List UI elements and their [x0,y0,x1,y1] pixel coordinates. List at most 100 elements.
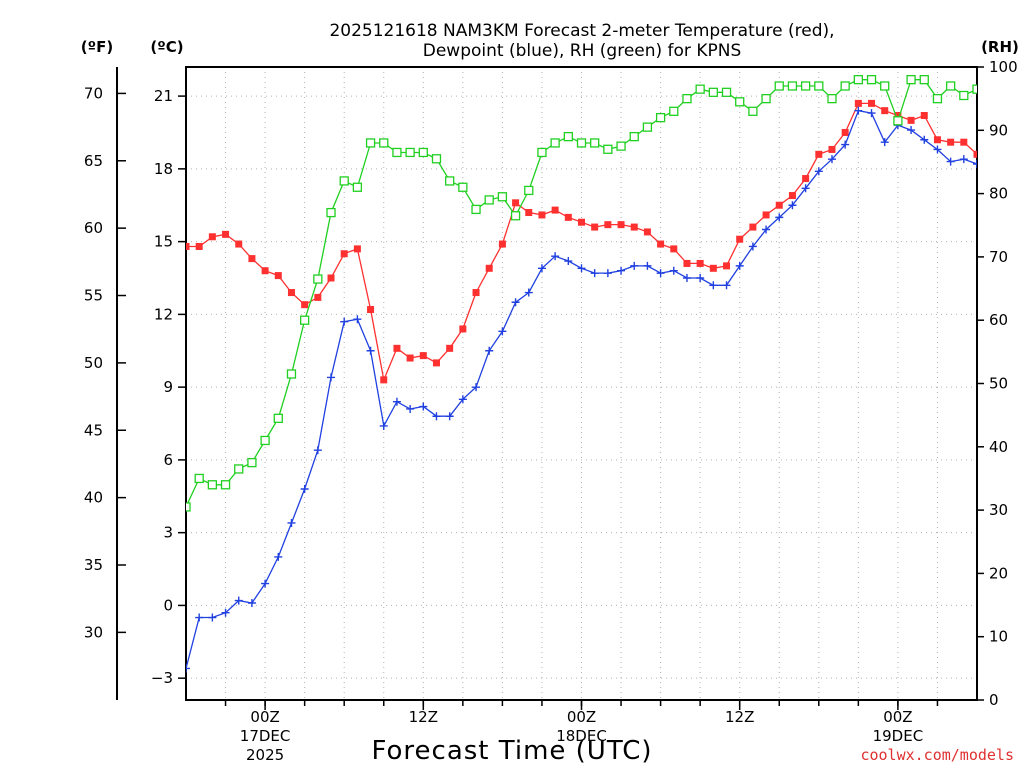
temperature-point [367,306,375,314]
temperature-point [248,255,256,263]
rh-point [880,81,890,91]
dewpoint-point [643,261,652,270]
temperature-point [881,107,889,115]
fahrenheit-tick-label: 55 [84,287,103,305]
rh-point [458,182,468,192]
fahrenheit-tick-label: 35 [84,556,103,574]
dewpoint-point [959,155,968,164]
rh-point [708,87,718,97]
rh-point [286,369,297,379]
rh-point [576,138,587,148]
temperature-point [235,240,243,248]
rh-tick-label: 20 [989,564,1008,582]
dewpoint-line [186,109,977,669]
dewpoint-point [841,140,850,149]
rh-point [194,473,204,484]
rh-point [893,116,903,126]
temperature-point [828,145,836,153]
rh-point [471,204,481,215]
celsius-tick-label: 6 [163,451,173,469]
dewpoint-point [366,346,375,355]
rh-point [629,131,639,142]
dewpoint-point [524,288,533,297]
temperature-point [868,99,876,107]
temperature-point [736,235,744,243]
dewpoint-point [221,608,230,617]
rh-point [537,147,547,158]
rh-point [721,87,732,97]
rh-point [972,84,977,94]
rh-point [959,90,969,101]
dewpoint-point [406,404,415,413]
temperature-point [301,301,309,309]
grid-lines [186,67,977,700]
temperature-point [788,192,796,200]
celsius-tick-label: 18 [154,160,173,178]
x-tick-label: 12Z [409,708,438,726]
rh-point [326,207,336,218]
rh-point [273,413,283,423]
rh-point [497,192,508,202]
rh-point [418,147,428,158]
rh-axis-unit: (RH) [981,38,1019,56]
celsius-tick-label: 9 [163,378,173,396]
dewpoint-point [445,412,454,421]
temperature-point [775,201,783,209]
rh-point [186,502,191,512]
temperature-point [670,245,678,253]
dewpoint-point [208,613,217,622]
dewpoint-point [933,145,942,154]
temperature-point [947,138,955,146]
temperature-point [314,293,322,301]
temperature-point [419,352,427,360]
rh-point [735,97,745,107]
temperature-point [274,272,282,280]
dewpoint-point [603,269,612,278]
rh-point [866,75,877,85]
x-tick-label: 00Z [567,708,596,726]
source-credit: coolwx.com/models [860,746,1014,764]
temperature-point [327,274,335,282]
temperature-point [485,264,493,272]
fahrenheit-axis-unit: (ºF) [81,38,113,56]
temperature-point [920,112,928,120]
fahrenheit-tick-label: 50 [84,354,103,372]
rh-point [510,211,521,221]
temperature-point [446,344,454,352]
dewpoint-point [854,106,863,115]
dewpoint-point [775,213,784,222]
temperature-point [723,262,731,270]
temperature-point [459,325,467,333]
temperature-point [907,116,915,124]
rh-tick-label: 40 [989,438,1008,456]
temperature-point [353,245,361,253]
rh-point [642,122,653,132]
celsius-tick-label: 12 [154,305,173,323]
rh-tick-label: 0 [989,691,999,709]
temperature-point [287,289,295,297]
x-tick-date: 19DEC [873,727,924,745]
dewpoint-point [287,518,296,527]
dewpoint-point [186,664,190,673]
dewpoint-point [300,485,309,493]
dewpoint-point [392,397,401,406]
dewpoint-point [577,264,586,273]
rh-point [761,94,771,104]
rh-point [352,182,363,192]
dewpoint-point [195,613,204,622]
temperature-point [525,209,533,217]
series-group [186,75,977,673]
rh-point [800,81,811,91]
dewpoint-point [590,269,599,278]
temperature-point [512,199,520,207]
x-tick-label: 00Z [883,708,912,726]
celsius-tick-label: 15 [154,233,173,251]
dewpoint-point [973,160,977,169]
x-axis-title: Forecast Time (UTC) [371,736,652,766]
data-series [186,75,977,673]
rh-point [247,457,257,468]
rh-point [827,94,837,104]
temperature-point [578,218,585,226]
rh-point [484,195,494,205]
